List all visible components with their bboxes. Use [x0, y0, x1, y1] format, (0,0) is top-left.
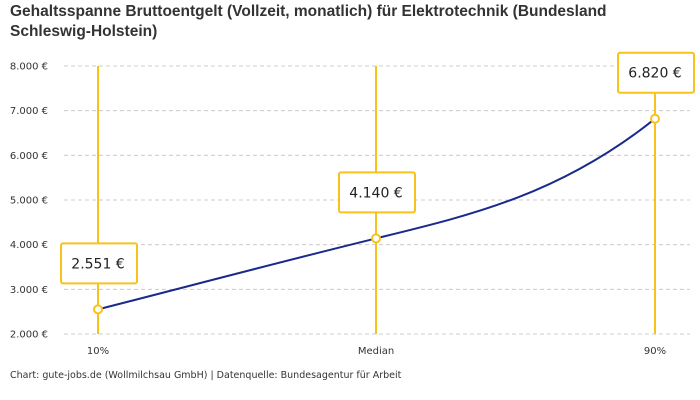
y-tick-label: 5.000 € — [10, 196, 48, 207]
chart-title: Gehaltsspanne Bruttoentgelt (Vollzeit, m… — [10, 3, 607, 40]
value-label: 4.140 € — [349, 185, 402, 201]
chart-footer: Chart: gute-jobs.de (Wollmilchsau GmbH) … — [10, 370, 402, 381]
y-tick-label: 3.000 € — [10, 285, 48, 296]
y-tick-label: 7.000 € — [10, 106, 48, 117]
value-label-box — [617, 51, 695, 94]
y-tick-label: 2.000 € — [10, 330, 48, 341]
y-tick-label: 6.000 € — [10, 151, 48, 162]
x-tick-label: 90% — [644, 346, 666, 357]
y-tick-label: 4.000 € — [10, 240, 48, 251]
data-point — [650, 113, 660, 124]
value-label: 2.551 € — [71, 256, 124, 272]
data-point — [93, 304, 103, 315]
y-tick-label: 8.000 € — [10, 62, 48, 73]
value-label-box — [60, 242, 138, 285]
x-tick-label: Median — [358, 346, 394, 357]
value-label: 6.820 € — [628, 66, 681, 82]
x-tick-label: 10% — [87, 346, 109, 357]
value-label-box — [338, 171, 416, 214]
data-point — [371, 233, 381, 244]
